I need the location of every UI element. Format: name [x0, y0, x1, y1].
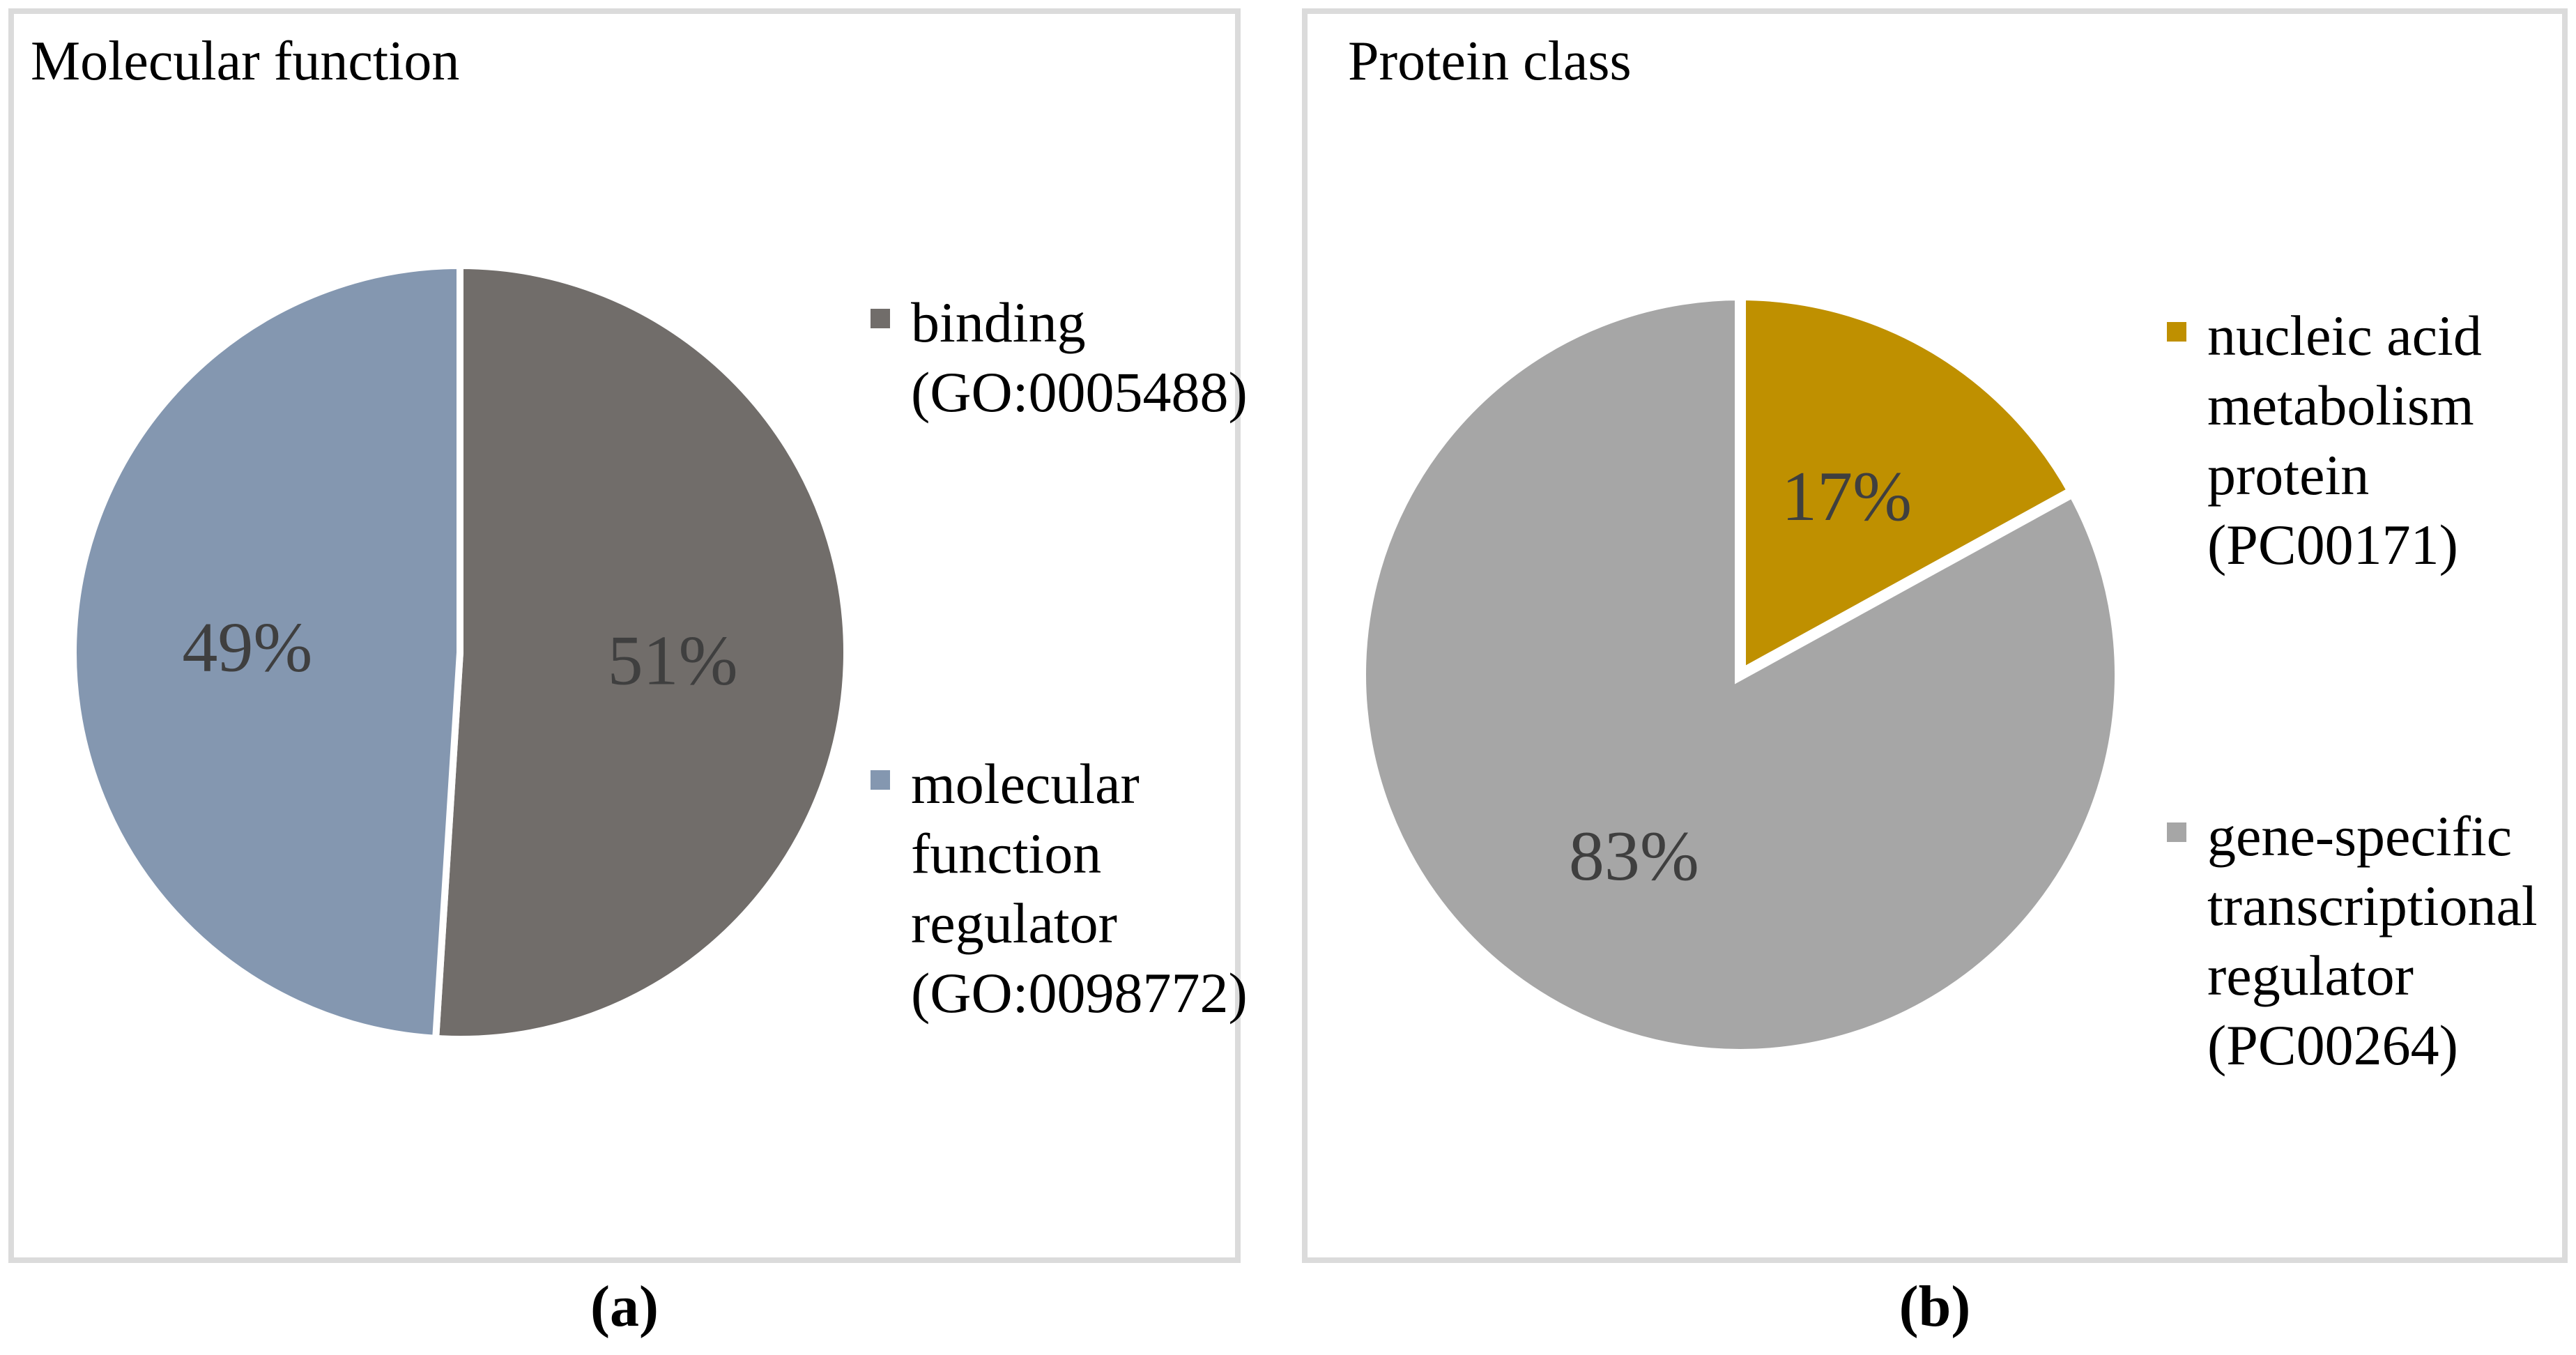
chart-title: Molecular function [31, 31, 460, 92]
pie-slice-0 [1735, 289, 2081, 684]
panel-protein-class: Protein class 17% 83% nucleic acid metabo… [1302, 8, 2568, 1263]
pie-percent-label: 51% [608, 622, 738, 701]
legend-label: binding (GO:0005488) [911, 291, 1248, 424]
legend-marker-binding [871, 309, 890, 328]
legend-label: gene-specific transcriptional regulator … [2207, 804, 2538, 1077]
legend-label: molecular function regulator (GO:0098772… [911, 752, 1248, 1025]
legend-item: molecular function regulator (GO:0098772… [871, 749, 1248, 1028]
pie-chart-molecular-function: 51% 49% [70, 261, 851, 1043]
pie-slice-0 [431, 261, 851, 1043]
legend-marker-nucleic-acid-metabolism-protein [2167, 322, 2186, 342]
legend-marker-molecular-function-regulator [871, 770, 890, 790]
legend-marker-gene-specific-transcriptional-regulator [2167, 822, 2186, 842]
panel-molecular-function: Molecular function 51% 49% binding (GO:00… [8, 8, 1248, 1263]
legend-item: gene-specific transcriptional regulator … [2167, 802, 2538, 1080]
subfigure-caption-b: (b) [1899, 1274, 1971, 1339]
legend-item: binding (GO:0005488) [871, 288, 1248, 427]
pie-slice-1 [1355, 289, 2126, 1060]
legend-item: nucleic acid metabolism protein (PC00171… [2167, 301, 2482, 580]
pie-percent-label: 17% [1781, 457, 1912, 536]
pie-percent-label: 49% [182, 608, 312, 687]
chart-title: Protein class [1348, 31, 1632, 92]
pie-chart-protein-class: 17% 83% [1355, 289, 2126, 1060]
pie-percent-label: 83% [1569, 817, 1699, 896]
pie-slice-1 [70, 261, 463, 1043]
subfigure-caption-a: (a) [590, 1274, 659, 1339]
legend-label: nucleic acid metabolism protein (PC00171… [2207, 304, 2482, 576]
